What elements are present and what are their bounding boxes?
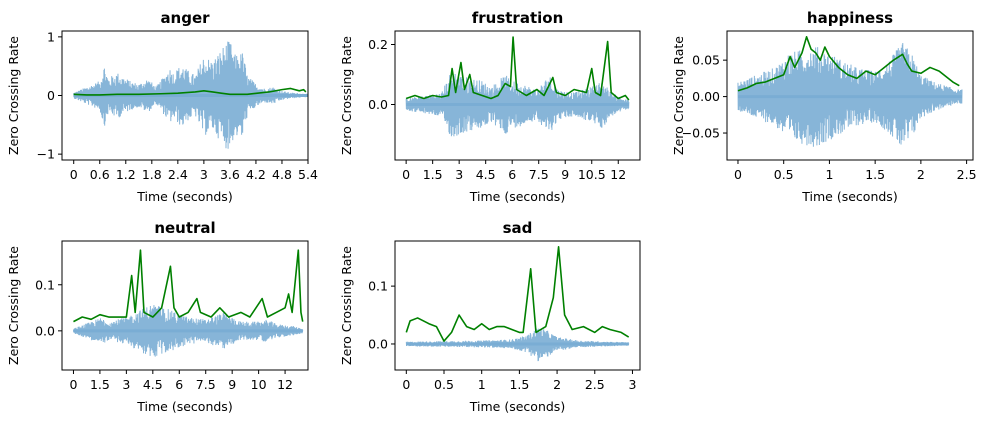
x-tick-label-happiness-2: 1 bbox=[825, 167, 833, 182]
x-axis-label-neutral: Time (seconds) bbox=[136, 399, 232, 414]
y-tick-label-frustration-0: 0.0 bbox=[368, 97, 388, 112]
y-tick-label-neutral-1: 0.1 bbox=[35, 277, 55, 292]
zcr-line-happiness bbox=[737, 36, 960, 92]
x-tick-label-frustration-0: 0 bbox=[402, 167, 410, 182]
subplot-title-sad: sad bbox=[503, 219, 533, 237]
waveform-line-sad bbox=[405, 328, 630, 362]
x-tick-label-frustration-2: 3 bbox=[455, 167, 463, 182]
x-tick-label-anger-2: 1.2 bbox=[116, 167, 136, 182]
x-tick-label-anger-8: 4.8 bbox=[272, 167, 292, 182]
zcr-line-neutral bbox=[73, 249, 304, 323]
x-tick-label-neutral-8: 12 bbox=[277, 377, 293, 392]
x-tick-label-happiness-4: 2 bbox=[917, 167, 925, 182]
y-axis-label-sad: Zero Crossing Rate bbox=[339, 246, 354, 365]
y-tick-label-frustration-1: 0.2 bbox=[368, 37, 388, 52]
x-tick-label-anger-9: 5.4 bbox=[298, 167, 318, 182]
zcr-line-sad bbox=[405, 245, 630, 342]
y-tick-label-sad-1: 0.1 bbox=[368, 279, 388, 294]
x-tick-label-frustration-5: 7.5 bbox=[529, 167, 549, 182]
subplot-anger: 0 0.6 1.2 1.8 2.4 3 3.6 4.2 4.8 5.4 −1 0 1 anger Time … bbox=[6, 9, 318, 204]
waveform-line-frustration bbox=[405, 73, 630, 137]
x-tick-label-neutral-0: 0 bbox=[69, 377, 77, 392]
x-tick-label-anger-1: 0.6 bbox=[90, 167, 110, 182]
x-tick-label-neutral-6: 9 bbox=[228, 377, 236, 392]
x-tick-label-frustration-4: 6 bbox=[508, 167, 516, 182]
axes-frame-happiness bbox=[726, 30, 974, 161]
subplot-title-neutral: neutral bbox=[154, 219, 215, 237]
x-axis-label-sad: Time (seconds) bbox=[469, 399, 565, 414]
y-tick-label-anger-0: −1 bbox=[37, 147, 55, 162]
y-axis-label-happiness: Zero Crossing Rate bbox=[671, 36, 686, 155]
waveform-line-neutral bbox=[72, 305, 304, 357]
x-tick-label-sad-0: 0 bbox=[402, 377, 410, 392]
y-tick-label-anger-2: 1 bbox=[47, 29, 55, 44]
waveform-line-anger bbox=[73, 41, 308, 149]
x-tick-label-neutral-2: 3 bbox=[122, 377, 130, 392]
subplot-sad: 0 0.5 1 1.5 2 2.5 3 0.0 0.1 sad Time (seconds) Zero… bbox=[339, 219, 641, 414]
x-tick-label-frustration-1: 1.5 bbox=[423, 167, 443, 182]
y-axis-label-anger: Zero Crossing Rate bbox=[6, 36, 21, 155]
x-tick-label-anger-7: 4.2 bbox=[246, 167, 266, 182]
x-tick-label-frustration-3: 4.5 bbox=[476, 167, 496, 182]
waveform-line-happiness bbox=[737, 42, 963, 147]
x-tick-label-anger-0: 0 bbox=[70, 167, 78, 182]
subplot-neutral: 0 1.5 3 4.5 6 7.5 9 10 12 0.0 0.1 neutral Time (seco… bbox=[6, 219, 309, 414]
x-tick-label-sad-2: 1 bbox=[478, 377, 486, 392]
x-tick-label-sad-6: 3 bbox=[628, 377, 636, 392]
y-tick-label-happiness-1: 0.00 bbox=[692, 89, 720, 104]
subplot-frustration: 0 1.5 3 4.5 6 7.5 9 10.5 12 0.0 0.2 frustration Time… bbox=[339, 9, 641, 204]
x-tick-label-anger-5: 3 bbox=[200, 167, 208, 182]
x-tick-label-sad-3: 1.5 bbox=[509, 377, 529, 392]
x-tick-label-frustration-6: 9 bbox=[561, 167, 569, 182]
x-axis-label-frustration: Time (seconds) bbox=[469, 189, 565, 204]
x-tick-label-happiness-5: 2.5 bbox=[957, 167, 977, 182]
x-tick-label-sad-5: 2.5 bbox=[585, 377, 605, 392]
x-tick-label-neutral-7: 10 bbox=[251, 377, 267, 392]
subplot-title-anger: anger bbox=[160, 9, 210, 27]
x-axis-label-happiness: Time (seconds) bbox=[801, 189, 897, 204]
x-tick-label-anger-3: 1.8 bbox=[142, 167, 162, 182]
x-tick-label-frustration-8: 12 bbox=[610, 167, 626, 182]
y-tick-label-anger-1: 0 bbox=[47, 88, 55, 103]
axes-frame-sad bbox=[394, 240, 641, 371]
x-tick-label-neutral-5: 7.5 bbox=[196, 377, 216, 392]
x-tick-label-happiness-1: 0.5 bbox=[774, 167, 794, 182]
axes-frame-neutral bbox=[61, 240, 309, 371]
y-tick-label-happiness-2: 0.05 bbox=[692, 53, 720, 68]
x-axis-label-anger: Time (seconds) bbox=[136, 189, 232, 204]
subplot-happiness: 0 0.5 1 1.5 2 2.5 −0.05 0.00 0.05 happiness Time (… bbox=[671, 9, 977, 204]
y-tick-label-happiness-0: −0.05 bbox=[682, 126, 720, 141]
x-tick-label-sad-1: 0.5 bbox=[434, 377, 454, 392]
x-tick-label-happiness-3: 1.5 bbox=[865, 167, 885, 182]
x-tick-label-neutral-1: 1.5 bbox=[90, 377, 110, 392]
x-tick-label-anger-4: 2.4 bbox=[168, 167, 188, 182]
y-tick-label-sad-0: 0.0 bbox=[368, 336, 388, 351]
x-tick-label-happiness-0: 0 bbox=[734, 167, 742, 182]
zcr-line-anger bbox=[73, 87, 307, 96]
subplot-title-frustration: frustration bbox=[472, 9, 564, 27]
subplot-title-happiness: happiness bbox=[807, 9, 893, 27]
x-tick-label-neutral-3: 4.5 bbox=[143, 377, 163, 392]
axes-frame-frustration bbox=[394, 30, 641, 161]
x-tick-label-sad-4: 2 bbox=[553, 377, 561, 392]
y-axis-label-neutral: Zero Crossing Rate bbox=[6, 246, 21, 365]
y-tick-label-neutral-0: 0.0 bbox=[35, 323, 55, 338]
x-tick-label-frustration-7: 10.5 bbox=[578, 167, 606, 182]
y-axis-label-frustration: Zero Crossing Rate bbox=[339, 36, 354, 155]
x-tick-label-neutral-4: 6 bbox=[175, 377, 183, 392]
zcr-line-frustration bbox=[405, 36, 630, 101]
x-tick-label-anger-6: 3.6 bbox=[220, 167, 240, 182]
